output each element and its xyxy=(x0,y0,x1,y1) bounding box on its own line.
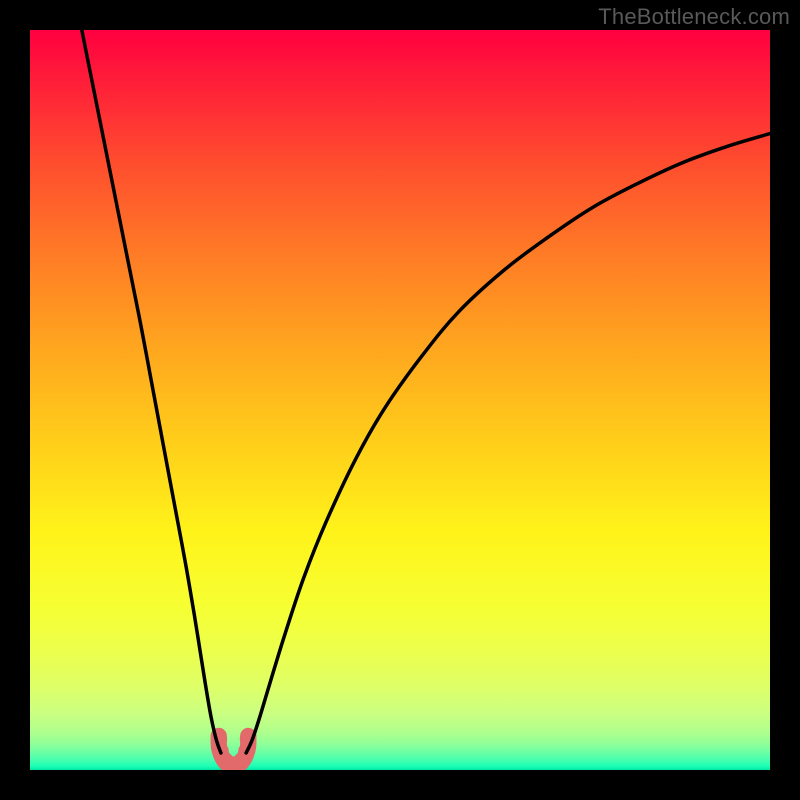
gradient-background xyxy=(30,30,770,770)
watermark-text: TheBottleneck.com xyxy=(598,4,790,30)
plot-area xyxy=(30,30,770,770)
plot-svg xyxy=(30,30,770,770)
chart-frame: TheBottleneck.com xyxy=(0,0,800,800)
